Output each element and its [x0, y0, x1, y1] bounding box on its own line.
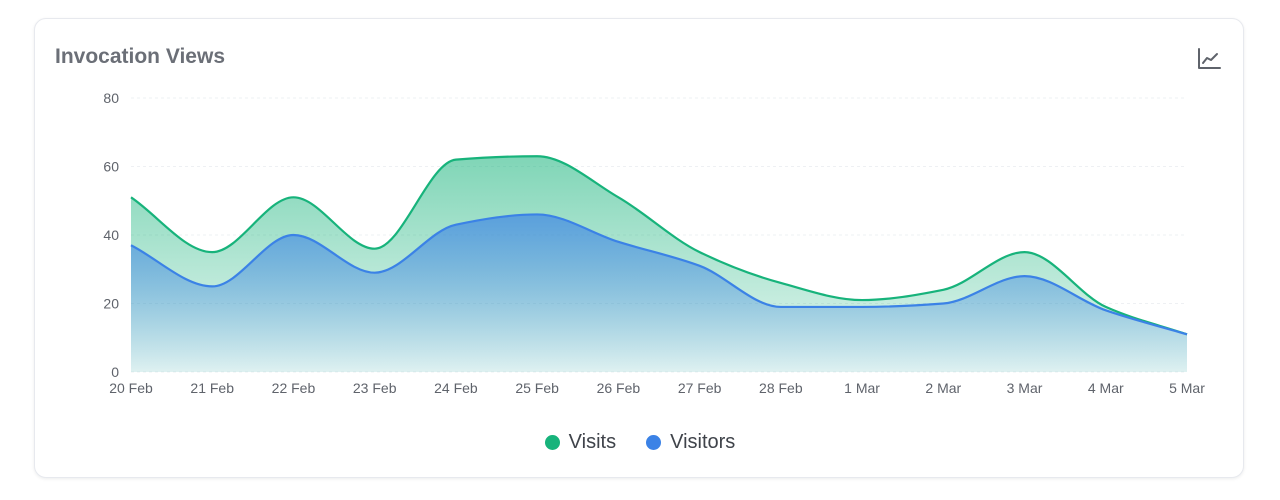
x-tick-label: 23 Feb [353, 380, 397, 396]
x-tick-label: 20 Feb [109, 380, 153, 396]
x-axis-ticks: 20 Feb 21 Feb 22 Feb 23 Feb 24 Feb 25 Feb 26 F… [109, 380, 1205, 396]
x-tick-label: 28 Feb [759, 380, 803, 396]
series-areas [131, 156, 1187, 372]
x-tick-label: 27 Feb [678, 380, 722, 396]
line-visitors [130, 213, 1188, 336]
x-tick-label: 4 Mar [1088, 380, 1124, 396]
x-tick-label: 3 Mar [1007, 380, 1043, 396]
legend-dot-visitors [646, 435, 662, 450]
series-lines [130, 155, 1188, 336]
x-tick-label: 25 Feb [515, 380, 559, 396]
y-tick-label: 80 [103, 90, 119, 106]
x-tick-label: 26 Feb [597, 380, 641, 396]
x-tick-label: 22 Feb [272, 380, 316, 396]
legend-item-visits[interactable]: Visits [544, 431, 617, 454]
x-tick-label: 21 Feb [190, 380, 234, 396]
legend-label-visits: Visits [568, 431, 617, 453]
x-tick-label: 1 Mar [844, 380, 880, 396]
x-tick-label: 24 Feb [434, 380, 478, 396]
legend-label-visitors: Visitors [670, 431, 736, 453]
y-tick-label: 40 [103, 227, 119, 243]
y-tick-label: 0 [111, 364, 119, 380]
x-tick-label: 5 Mar [1169, 380, 1205, 396]
x-tick-label: 2 Mar [925, 380, 961, 396]
y-axis-ticks: 0 20 40 60 80 [103, 90, 119, 380]
chart-card: Invocation Views 0 20 40 60 80 20 Feb 21 Feb 2… [34, 18, 1244, 478]
area-chart: 0 20 40 60 80 20 Feb 21 Feb 22 Feb 23 Feb 24 Feb… [103, 90, 1205, 396]
y-tick-label: 60 [103, 159, 119, 175]
y-tick-label: 20 [103, 296, 119, 312]
legend-item-visitors[interactable]: Visitors [646, 431, 735, 454]
legend-dot-visits [544, 435, 560, 450]
area-visitors [131, 214, 1187, 372]
chart-title: Invocation Views [55, 45, 225, 68]
chart-legend: Visits Visitors [35, 431, 1245, 454]
line-chart-icon[interactable] [1195, 45, 1223, 73]
line-visits [130, 155, 1188, 336]
